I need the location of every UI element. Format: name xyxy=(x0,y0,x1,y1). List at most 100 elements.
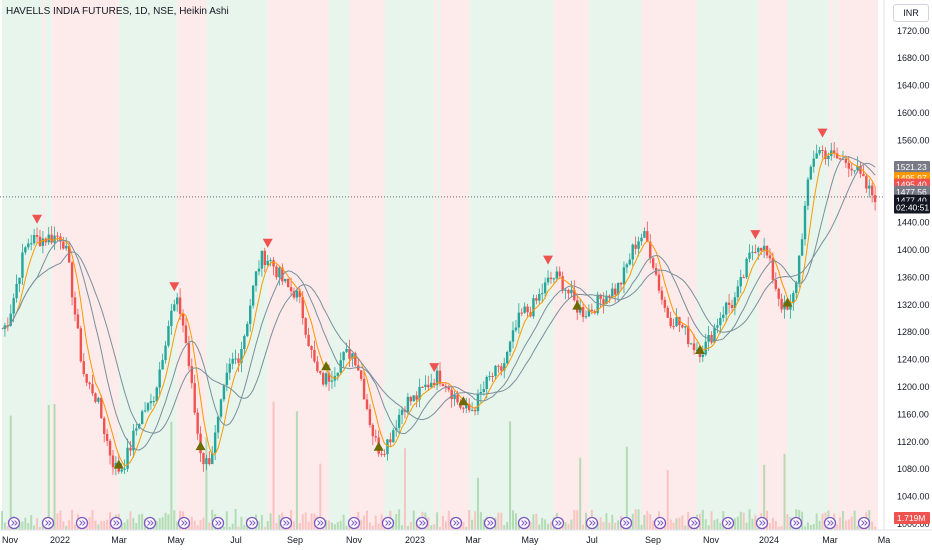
event-icon[interactable] xyxy=(245,516,259,530)
volume-bar xyxy=(103,521,106,530)
candle-body xyxy=(716,325,719,328)
event-icon[interactable] xyxy=(75,516,89,530)
candle-body xyxy=(79,328,83,362)
event-icon[interactable] xyxy=(653,516,667,530)
event-icon[interactable] xyxy=(415,516,429,530)
event-icon[interactable] xyxy=(41,516,55,530)
event-icon[interactable] xyxy=(755,516,769,530)
volume-bar xyxy=(6,526,9,530)
volume-bar xyxy=(91,510,94,530)
candle-body xyxy=(672,326,675,328)
candle-body xyxy=(219,399,223,417)
price-tag-label: 1495.97 xyxy=(896,173,927,183)
event-icon[interactable] xyxy=(517,516,531,530)
price-tick-label: 1040.00 xyxy=(897,492,930,502)
event-icon[interactable] xyxy=(857,516,871,530)
event-icon[interactable] xyxy=(721,516,735,530)
candle-body xyxy=(362,378,366,400)
volume-bar xyxy=(441,515,444,530)
event-arrow xyxy=(317,520,324,526)
volume-bar xyxy=(585,512,587,530)
event-icon[interactable] xyxy=(789,516,803,530)
candle-body xyxy=(231,358,234,364)
candle-body xyxy=(284,278,287,282)
price-axis[interactable]: 1720.001680.001640.001600.001560.001520.… xyxy=(883,0,932,530)
candle-body xyxy=(678,317,681,326)
candle-body xyxy=(438,370,442,384)
currency-button[interactable]: INR xyxy=(893,4,929,22)
volume-bar xyxy=(780,526,783,530)
candle-body xyxy=(176,297,179,305)
volume-bar xyxy=(196,525,199,530)
volume-bar xyxy=(815,513,818,530)
event-icon[interactable] xyxy=(7,516,21,530)
event-icon[interactable] xyxy=(347,516,361,530)
volume-bar xyxy=(710,511,713,530)
candle-body xyxy=(844,158,848,163)
event-icon[interactable] xyxy=(619,516,633,530)
event-icon[interactable] xyxy=(381,516,395,530)
price-tag-box xyxy=(894,160,930,173)
candle-body xyxy=(322,373,325,385)
volume-bar xyxy=(462,522,465,530)
candle-body xyxy=(365,399,369,410)
candle-body xyxy=(868,185,871,189)
volume-bar xyxy=(535,513,538,530)
event-icon[interactable] xyxy=(687,516,701,530)
candle-body xyxy=(167,326,170,346)
trend-band xyxy=(51,0,119,530)
candle-body xyxy=(82,361,85,374)
volume-bar xyxy=(538,524,541,530)
event-arrow xyxy=(385,520,392,526)
candle-body xyxy=(602,299,605,305)
candle-body xyxy=(292,291,296,298)
volume-bar xyxy=(763,464,766,530)
event-icon[interactable] xyxy=(177,516,191,530)
candle-body xyxy=(345,348,348,352)
candle-body xyxy=(806,179,810,206)
event-arrow xyxy=(555,520,562,526)
candle-body xyxy=(243,336,246,349)
volume-bar xyxy=(412,510,415,530)
event-icon[interactable] xyxy=(109,516,123,530)
candle-body xyxy=(225,372,229,386)
event-icon[interactable] xyxy=(143,516,157,530)
event-icons[interactable] xyxy=(7,516,871,530)
event-icon[interactable] xyxy=(313,516,327,530)
event-icon[interactable] xyxy=(211,516,225,530)
trend-band xyxy=(828,0,835,530)
candle-body xyxy=(65,245,68,249)
event-arrow xyxy=(759,520,766,526)
moving-averages xyxy=(1,152,876,467)
event-icon[interactable] xyxy=(823,516,837,530)
volume-bar xyxy=(839,517,842,530)
price-tags: 1521.231495.971495.401477.561477.4002:40… xyxy=(894,160,930,524)
moving-average-line xyxy=(1,156,876,451)
buy-signal-marker xyxy=(195,441,206,451)
event-icon[interactable] xyxy=(449,516,463,530)
volume-bar xyxy=(132,518,135,530)
event-icon[interactable] xyxy=(483,516,497,530)
event-icon[interactable] xyxy=(585,516,599,530)
time-axis[interactable]: Nov 2022 Mar May Jul Sep Nov 2023 Mar May Jul Sep No… xyxy=(0,529,932,550)
candle-body xyxy=(149,401,153,404)
candle-body xyxy=(27,243,30,248)
volume-bar xyxy=(319,463,322,530)
event-icon[interactable] xyxy=(551,516,565,530)
candle-body xyxy=(777,288,780,299)
candle-body xyxy=(173,304,176,311)
volume-bar xyxy=(71,509,74,530)
candle-body xyxy=(319,371,322,374)
volume-bar xyxy=(675,518,678,530)
candle-body xyxy=(856,165,859,171)
candle-body xyxy=(654,267,658,275)
volume-bar xyxy=(532,514,535,530)
candle-body xyxy=(564,289,567,291)
candle-body xyxy=(152,401,156,403)
candle-body xyxy=(722,314,725,318)
volume-bar xyxy=(293,521,295,530)
volume-bar xyxy=(225,511,228,530)
event-icon[interactable] xyxy=(279,516,293,530)
candle-body xyxy=(453,394,456,400)
